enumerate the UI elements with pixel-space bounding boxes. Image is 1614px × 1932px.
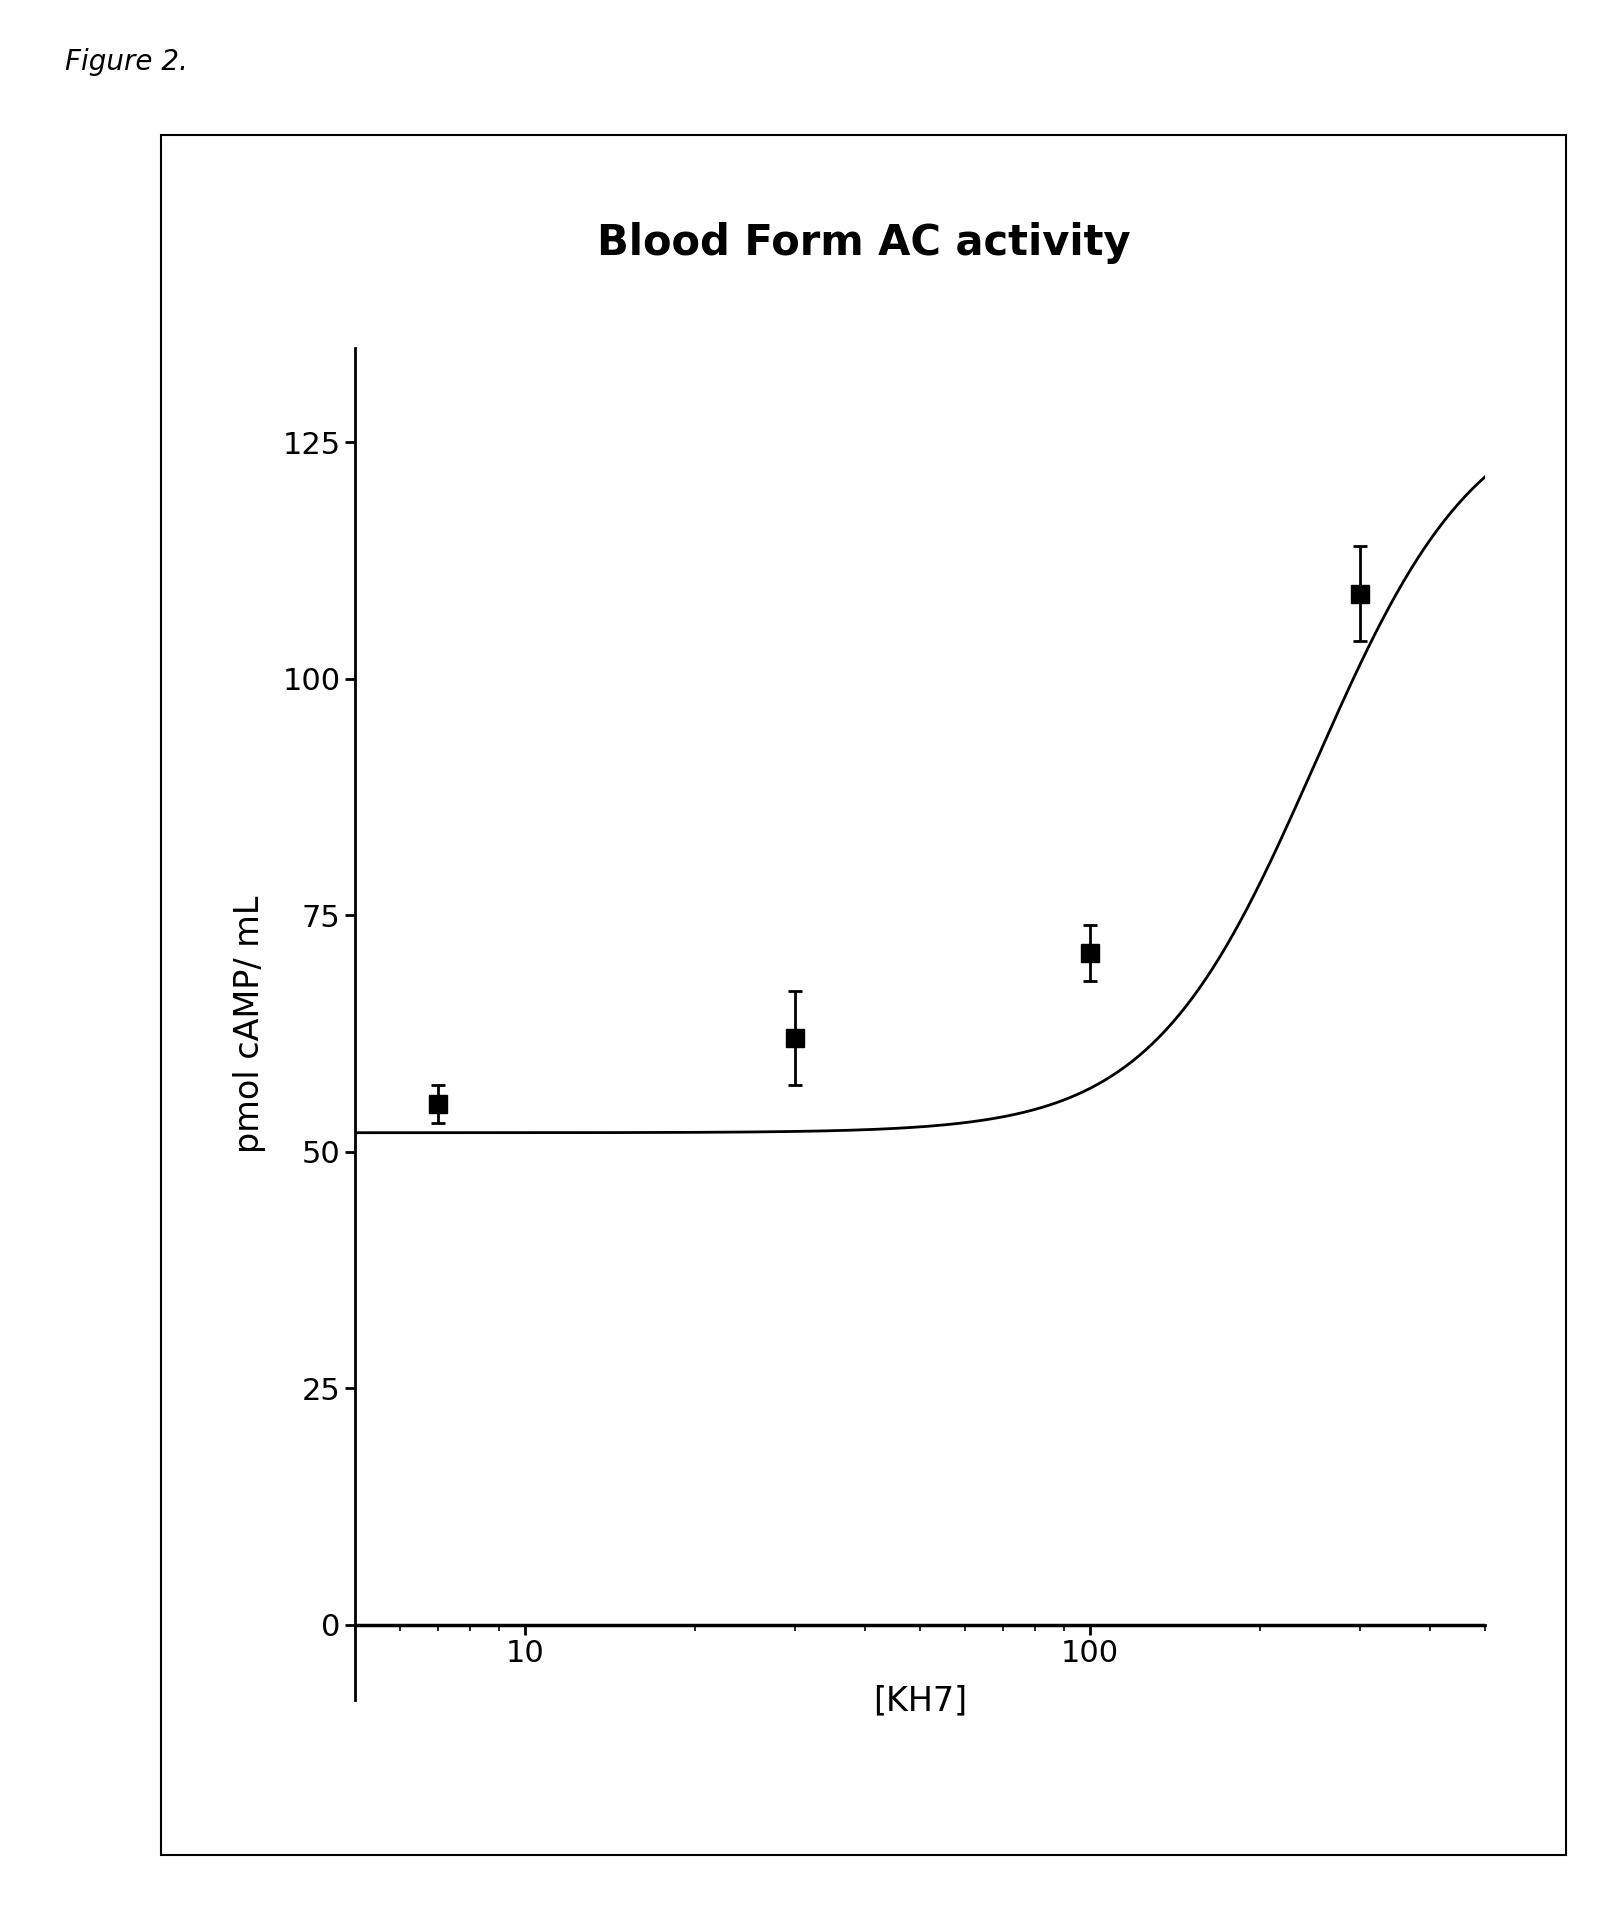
Text: Blood Form AC activity: Blood Form AC activity <box>597 222 1130 265</box>
Text: Figure 2.: Figure 2. <box>65 48 187 75</box>
Y-axis label: pmol cAMP/ mL: pmol cAMP/ mL <box>232 895 266 1153</box>
X-axis label: [KH7]: [KH7] <box>873 1685 967 1718</box>
